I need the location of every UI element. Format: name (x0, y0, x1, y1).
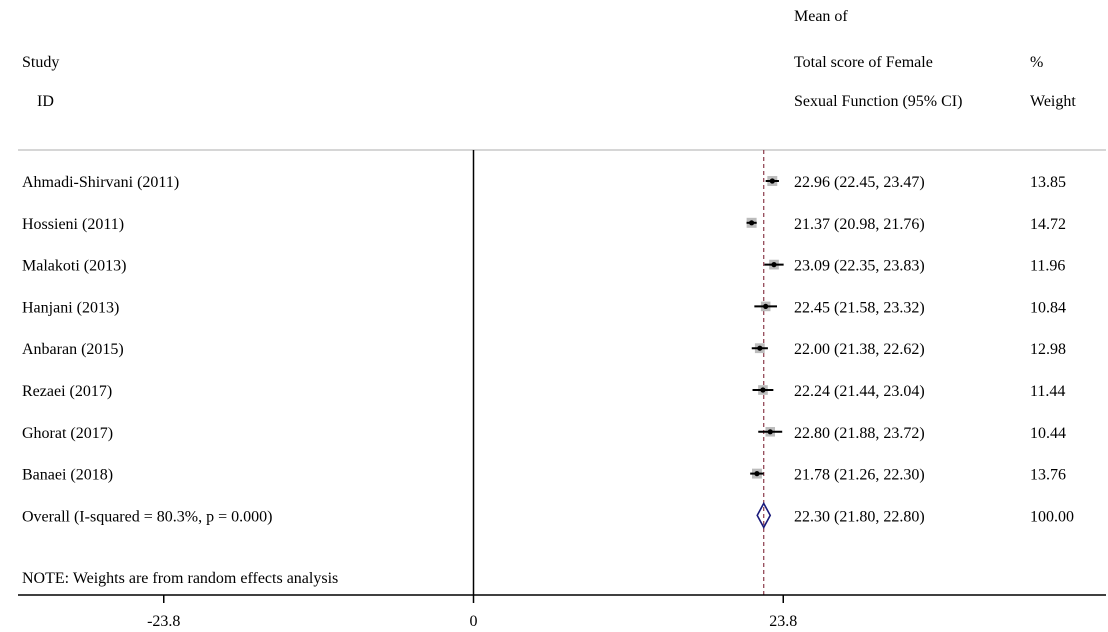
header-study-label: Study (22, 54, 59, 71)
point-estimate (749, 220, 755, 226)
point-estimate (763, 303, 769, 309)
study-label: Hossieni (2011) (22, 216, 124, 233)
point-estimate (767, 429, 773, 435)
header-effect-line2: Total score of Female (794, 54, 933, 71)
header-effect-line1: Mean of (794, 8, 848, 25)
header-effect-line3: Sexual Function (95% CI) (794, 93, 962, 110)
study-ci-text: 23.09 (22.35, 23.83) (794, 258, 925, 275)
header-weight-line2: Weight (1030, 93, 1076, 110)
study-label: Banaei (2018) (22, 467, 113, 484)
study-ci-text: 22.00 (21.38, 22.62) (794, 341, 925, 358)
overall-ci-text: 22.30 (21.80, 22.80) (794, 508, 925, 525)
x-tick-label: -23.8 (147, 613, 180, 630)
point-estimate (771, 262, 777, 268)
study-ci-text: 21.78 (21.26, 22.30) (794, 467, 925, 484)
study-label: Ghorat (2017) (22, 425, 113, 442)
overall-diamond (756, 501, 772, 530)
study-rows: Ahmadi-Shirvani (2011) 22.96 (22.45, 23.4… (22, 174, 1074, 525)
header-id-label: ID (37, 93, 54, 110)
study-weight-text: 10.84 (1030, 299, 1066, 316)
study-ci-text: 22.80 (21.88, 23.72) (794, 425, 925, 442)
point-estimate (760, 387, 766, 393)
study-ci-text: 22.96 (22.45, 23.47) (794, 174, 925, 191)
study-ci-text: 22.45 (21.58, 23.32) (794, 299, 925, 316)
overall-weight-text: 100.00 (1030, 508, 1074, 525)
study-weight-text: 13.85 (1030, 174, 1066, 191)
overall-label: Overall (I-squared = 80.3%, p = 0.000) (22, 508, 272, 525)
study-weight-text: 10.44 (1030, 425, 1066, 442)
study-label: Anbaran (2015) (22, 341, 124, 358)
study-ci-text: 21.37 (20.98, 21.76) (794, 216, 925, 233)
point-estimate (754, 471, 760, 477)
study-ci-text: 22.24 (21.44, 23.04) (794, 383, 925, 400)
x-axis-ticks: -23.8 0 23.8 (147, 595, 797, 630)
point-estimate (757, 345, 763, 351)
study-weight-text: 14.72 (1030, 216, 1066, 233)
point-estimate (769, 178, 775, 184)
study-label: Rezaei (2017) (22, 383, 112, 400)
header-weight-line1: % (1030, 54, 1043, 71)
chart-marks (472, 150, 784, 595)
study-label: Ahmadi-Shirvani (2011) (22, 174, 179, 191)
study-weight-text: 11.44 (1030, 383, 1065, 400)
x-tick-label: 23.8 (769, 613, 797, 630)
study-weight-text: 13.76 (1030, 467, 1066, 484)
study-weight-text: 12.98 (1030, 341, 1066, 358)
study-label: Hanjani (2013) (22, 299, 119, 316)
study-label: Malakoti (2013) (22, 258, 126, 275)
study-weight-text: 11.96 (1030, 258, 1065, 275)
x-tick-label: 0 (470, 613, 478, 630)
footnote: NOTE: Weights are from random effects an… (22, 570, 338, 587)
